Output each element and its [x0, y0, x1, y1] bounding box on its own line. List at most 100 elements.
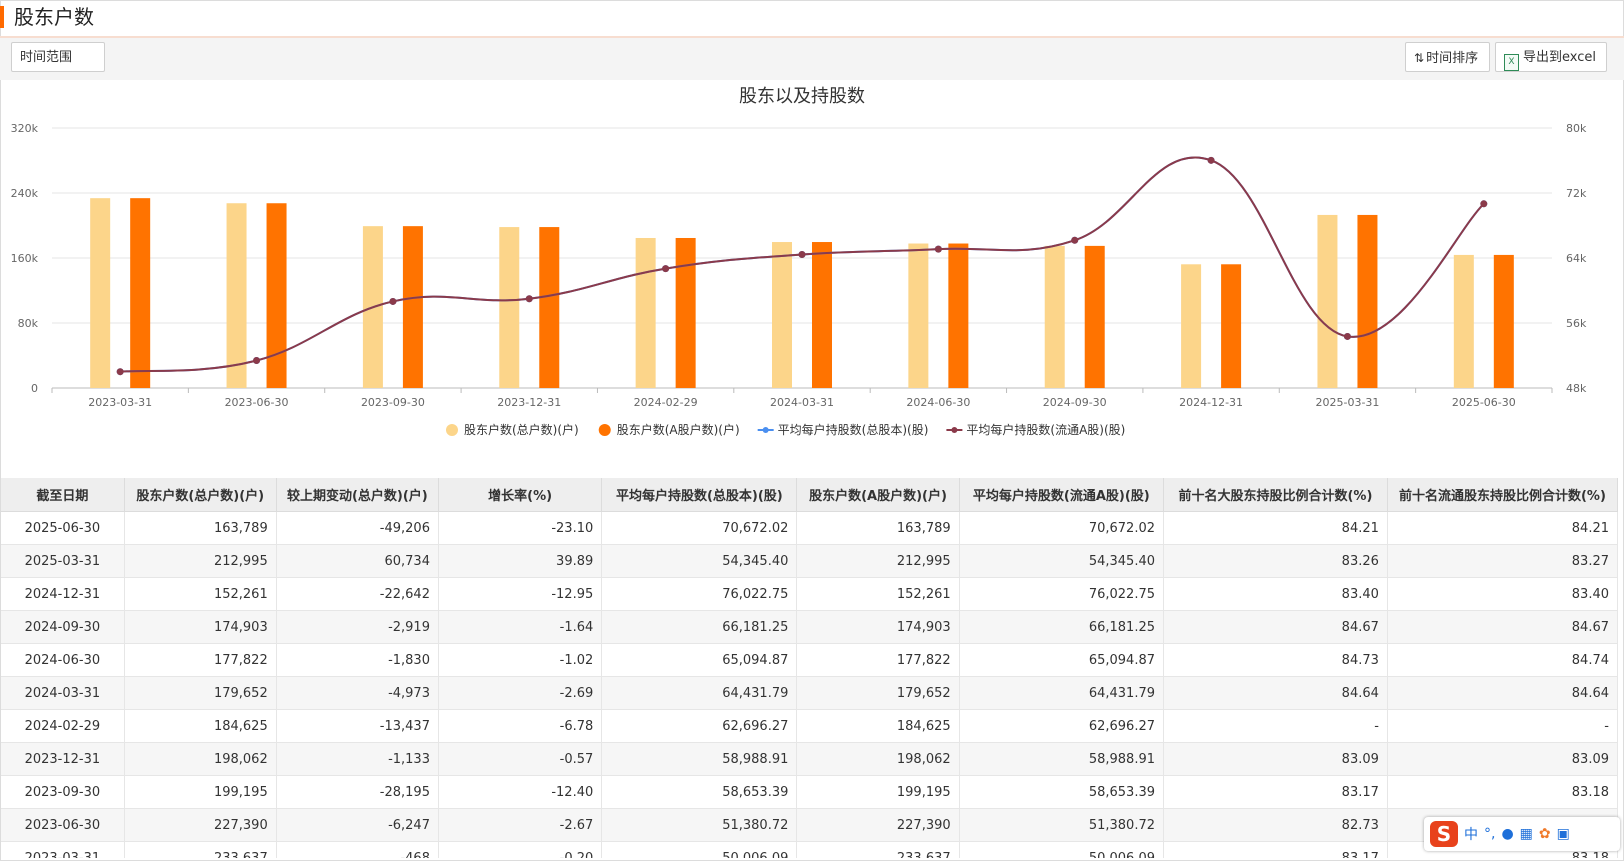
bar: [499, 227, 520, 388]
table-cell: -1,830: [276, 643, 439, 677]
table-cell: 163,789: [124, 511, 277, 545]
table-row: 2024-09-30 174,903 -2,919 -1.64 66,181.25 174…: [1, 610, 1618, 644]
skin-icon[interactable]: ✿: [1538, 826, 1551, 842]
table-cell: 62,696.27: [601, 709, 798, 743]
table-cell: 51,380.72: [959, 808, 1165, 842]
table-cell: -22,642: [276, 577, 439, 611]
table-header-cell[interactable]: 前十名流通股东持股比例合计数(%): [1387, 478, 1618, 512]
ime-toolbar[interactable]: S 中 °, ● ▦ ✿ ▣: [1424, 817, 1620, 851]
table-cell: 84.67: [1387, 610, 1618, 644]
sort-arrows-icon: ⇅: [1414, 51, 1425, 65]
table-cell: 152,261: [796, 577, 960, 611]
table-cell: -28,195: [276, 775, 439, 809]
table-header-cell[interactable]: 前十名大股东持股比例合计数(%): [1163, 478, 1388, 512]
chart-title: 股东以及持股数: [739, 86, 865, 107]
microphone-icon[interactable]: ●: [1501, 826, 1514, 842]
bar: [90, 198, 111, 388]
table-cell: 70,672.02: [601, 511, 798, 545]
excel-icon: X: [1504, 54, 1519, 71]
bar: [1044, 245, 1065, 388]
table-cell: 152,261: [124, 577, 277, 611]
table-row: 2024-02-29 184,625 -13,437 -6.78 62,696.27 18…: [1, 709, 1618, 743]
time-range-button[interactable]: 时间范围: [11, 42, 105, 72]
time-sort-label: 时间排序: [1426, 51, 1479, 66]
table-cell: 50,006.09: [959, 841, 1165, 858]
line-point: [662, 265, 670, 273]
table-cell: 50,006.09: [601, 841, 798, 858]
table-header-row: 截至日期 股东户数(总户数)(户) 较上期变动(总户数)(户) 增长率(%) 平均每户持…: [1, 478, 1618, 512]
table-cell: 83.40: [1163, 577, 1388, 611]
table-cell: 66,181.25: [959, 610, 1165, 644]
ime-punct-toggle[interactable]: °,: [1484, 826, 1496, 842]
table-cell: -0.57: [438, 742, 603, 776]
x-tick-label: 2024-12-31: [1179, 396, 1243, 409]
table-row: 2024-03-31 179,652 -4,973 -2.69 64,431.79 179…: [1, 676, 1618, 710]
ime-lang-toggle[interactable]: 中: [1464, 827, 1478, 843]
line-point: [1071, 236, 1079, 244]
bar: [812, 242, 832, 388]
bar: [772, 242, 792, 388]
export-excel-label: 导出到excel: [1523, 50, 1596, 65]
table-header-cell[interactable]: 股东户数(总户数)(户): [124, 478, 277, 512]
table-cell: -6.78: [438, 709, 603, 743]
x-tick-label: 2023-09-30: [361, 396, 425, 409]
table-header-cell[interactable]: 股东户数(A股户数)(户): [796, 478, 960, 512]
table-cell: -1.64: [438, 610, 603, 644]
table-row: 2024-12-31 152,261 -22,642 -12.95 76,022.75 1…: [1, 577, 1618, 611]
table-header-cell[interactable]: 较上期变动(总户数)(户): [276, 478, 439, 512]
bar: [1221, 264, 1242, 388]
table-cell: -: [1163, 709, 1388, 743]
table-cell: -1.02: [438, 643, 603, 677]
line-point: [1480, 200, 1488, 208]
bar: [130, 198, 151, 388]
time-sort-button[interactable]: ⇅ 时间排序: [1405, 42, 1490, 72]
data-table-container[interactable]: 截至日期 股东户数(总户数)(户) 较上期变动(总户数)(户) 增长率(%) 平均每户持…: [1, 478, 1618, 858]
table-header-cell[interactable]: 平均每户持股数(流通A股)(股): [959, 478, 1165, 512]
table-cell: 76,022.75: [959, 577, 1165, 611]
table-header-cell[interactable]: 增长率(%): [438, 478, 603, 512]
table-header-cell[interactable]: 平均每户持股数(总股本)(股): [601, 478, 798, 512]
bar: [675, 237, 696, 388]
chart-legend[interactable]: 股东户数(总户数)(户) 股东户数(A股户数)(户) 平均每户持股数(总股本)(股)…: [446, 422, 1125, 437]
series-line: [120, 156, 1485, 373]
bar: [1317, 214, 1338, 388]
bar: [635, 237, 656, 388]
table-row: 2024-06-30 177,822 -1,830 -1.02 65,094.87 177…: [1, 643, 1618, 677]
table-cell: 177,822: [796, 643, 960, 677]
table-row: 2025-06-30 163,789 -49,206 -23.10 70,672.02 1…: [1, 511, 1618, 545]
line-point: [525, 295, 533, 303]
y-right-tick-label: 48k: [1566, 382, 1587, 395]
legend-label: 股东户数(总户数)(户): [464, 422, 579, 437]
y-left-tick-label: 240k: [11, 187, 39, 200]
table-cell: 2024-02-29: [1, 709, 125, 743]
ime-logo-icon[interactable]: S: [1430, 821, 1458, 847]
line-point: [116, 368, 124, 376]
table-cell: 83.26: [1163, 544, 1388, 578]
table-cell: 58,988.91: [959, 742, 1165, 776]
table-cell: 199,195: [796, 775, 960, 809]
bar: [908, 243, 929, 388]
table-cell: 227,390: [124, 808, 277, 842]
table-cell: 2023-12-31: [1, 742, 125, 776]
table-cell: -12.40: [438, 775, 603, 809]
export-excel-button[interactable]: X 导出到excel: [1495, 42, 1607, 72]
table-cell: 163,789: [796, 511, 960, 545]
chart-lines: [116, 156, 1488, 376]
table-cell: -6,247: [276, 808, 439, 842]
table-cell: 2023-09-30: [1, 775, 125, 809]
keyboard-icon[interactable]: ▦: [1519, 826, 1533, 842]
legend-symbol: [446, 424, 458, 436]
table-cell: -12.95: [438, 577, 603, 611]
table-cell: 84.73: [1163, 643, 1388, 677]
table-cell: -0.20: [438, 841, 603, 858]
table-header-cell[interactable]: 截至日期: [1, 478, 125, 512]
x-tick-label: 2024-09-30: [1043, 396, 1107, 409]
table-cell: 82.73: [1163, 808, 1388, 842]
x-tick-label: 2023-06-30: [225, 396, 289, 409]
table-cell: 2023-06-30: [1, 808, 125, 842]
bar: [1453, 254, 1474, 388]
grid-menu-icon[interactable]: ▣: [1556, 826, 1570, 842]
x-tick-label: 2023-03-31: [88, 396, 152, 409]
page-title: 股东户数: [14, 5, 94, 29]
table-cell: 179,652: [796, 676, 960, 710]
